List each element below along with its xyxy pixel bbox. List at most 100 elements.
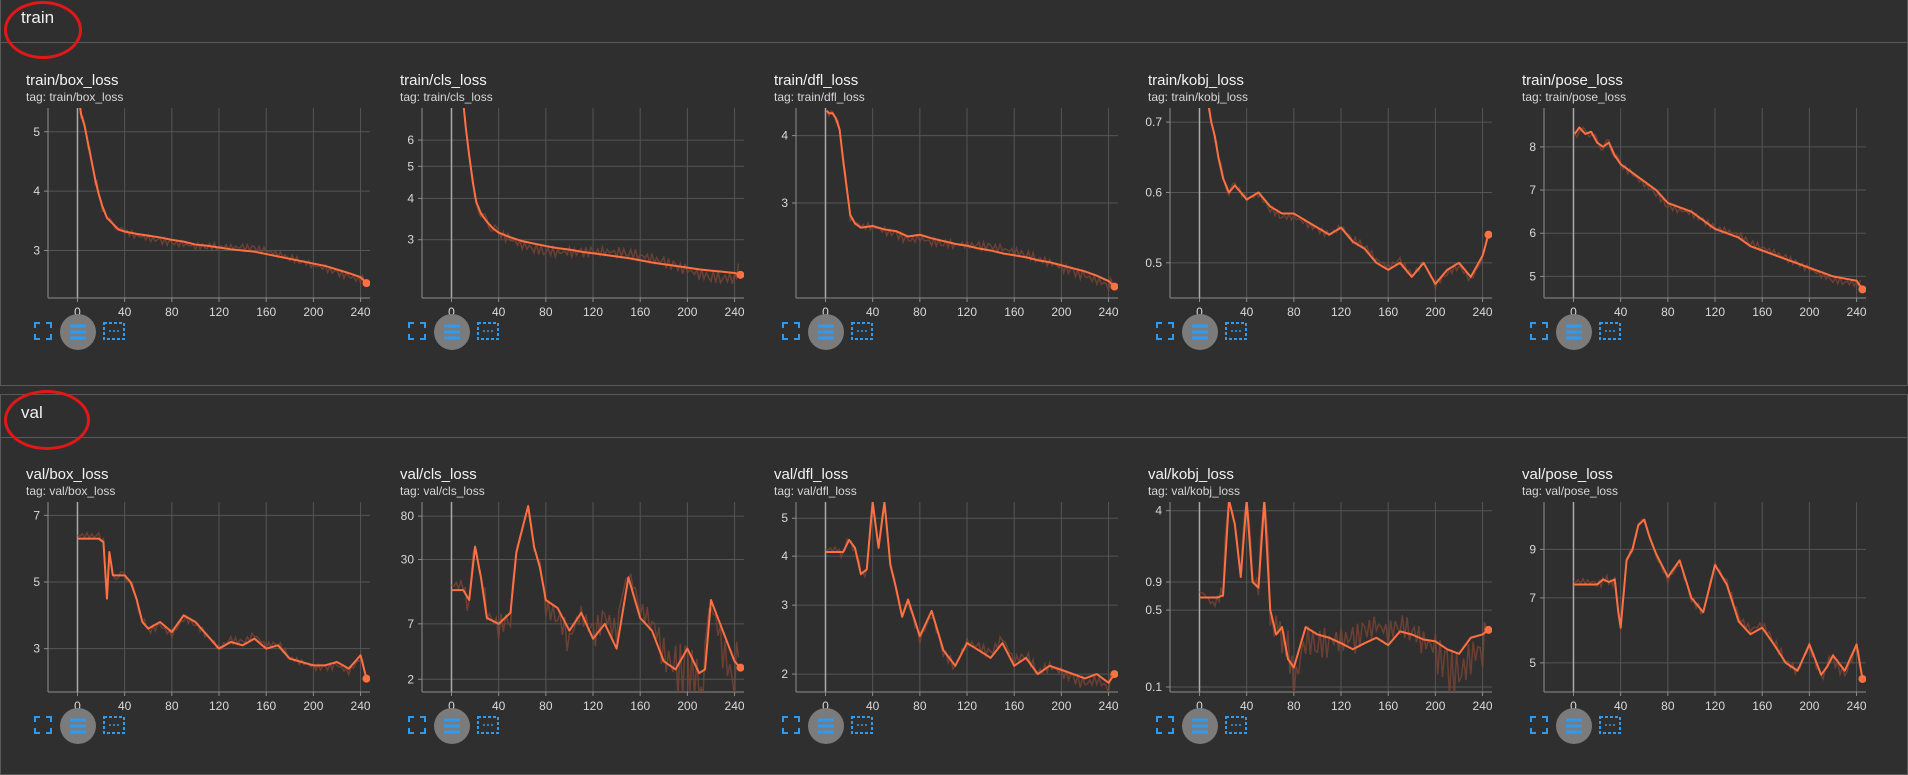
toggle-y-log-scale-icon[interactable] [1556, 708, 1592, 744]
fullscreen-icon[interactable] [1156, 716, 1174, 734]
x-tick-label: 160 [630, 699, 650, 713]
line-chart[interactable]: 0 40 80 120 160 200 240 0.7 0.6 0.5 [1122, 108, 1492, 320]
fullscreen-icon[interactable] [782, 322, 800, 340]
x-tick-label: 240 [725, 305, 744, 319]
card-tag: tag: train/kobj_loss [1148, 90, 1249, 104]
x-tick-label: 40 [492, 305, 506, 319]
fit-domain-icon[interactable] [477, 322, 499, 340]
line-chart[interactable]: 0 40 80 120 160 200 240 7 5 3 [0, 502, 370, 714]
toggle-y-log-scale-icon[interactable] [60, 314, 96, 350]
y-tick-label: 4 [33, 184, 40, 198]
scalar-card: val/dfl_loss tag: val/dfl_loss 0 40 80 120 160… [748, 444, 1118, 744]
series-smoothed-line [1573, 126, 1864, 290]
fit-domain-icon[interactable] [851, 716, 873, 734]
fullscreen-icon[interactable] [408, 716, 426, 734]
x-tick-label: 160 [1378, 699, 1398, 713]
line-chart[interactable]: 0 40 80 120 160 200 240 80 30 7 2 [374, 502, 744, 714]
x-tick-label: 240 [1473, 699, 1492, 713]
toggle-y-log-scale-icon[interactable] [434, 314, 470, 350]
series-last-point [1484, 230, 1492, 239]
x-tick-label: 80 [913, 699, 927, 713]
x-tick-label: 80 [1661, 699, 1675, 713]
x-tick-label: 200 [677, 699, 697, 713]
y-tick-label: 4 [781, 549, 788, 563]
section-header[interactable]: train [1, 0, 1907, 43]
y-tick-label: 0.6 [1145, 185, 1162, 199]
card-tag: tag: train/box_loss [26, 90, 124, 104]
x-tick-label: 120 [209, 305, 229, 319]
x-tick-label: 0 [822, 305, 829, 319]
series-raw-line [79, 108, 366, 285]
fit-domain-icon[interactable] [1225, 322, 1247, 340]
x-tick-label: 240 [1473, 305, 1492, 319]
x-tick-label: 40 [118, 305, 132, 319]
series-smoothed-line [79, 108, 368, 284]
y-tick-label: 4 [781, 129, 788, 143]
series-group [825, 109, 1116, 293]
x-tick-label: 120 [1705, 699, 1725, 713]
fit-domain-icon[interactable] [1225, 716, 1247, 734]
series-last-point [736, 270, 744, 279]
x-tick-label: 40 [1614, 699, 1628, 713]
y-tick-label: 3 [781, 196, 788, 210]
line-chart[interactable]: 0 40 80 120 160 200 240 5 4 3 [0, 108, 370, 320]
y-tick-label: 7 [33, 508, 40, 522]
fit-domain-icon[interactable] [103, 716, 125, 734]
x-tick-label: 120 [957, 305, 977, 319]
card-title: train/pose_loss [1522, 72, 1623, 89]
toggle-y-log-scale-icon[interactable] [434, 708, 470, 744]
toggle-y-log-scale-icon[interactable] [1182, 314, 1218, 350]
card-title: val/dfl_loss [774, 466, 849, 483]
line-chart[interactable]: 0 40 80 120 160 200 240 4 0.9 0.5 0.1 [1122, 502, 1492, 714]
toggle-y-log-scale-icon[interactable] [1182, 708, 1218, 744]
card-title: val/box_loss [26, 466, 109, 483]
y-tick-label: 0.9 [1145, 575, 1162, 589]
toggle-y-log-scale-icon[interactable] [808, 708, 844, 744]
fit-domain-icon[interactable] [1599, 716, 1621, 734]
series-group [825, 502, 1116, 692]
card-title: train/box_loss [26, 72, 119, 89]
y-tick-label: 5 [1529, 269, 1536, 283]
fit-domain-icon[interactable] [851, 322, 873, 340]
line-chart[interactable]: 0 40 80 120 160 200 240 8 7 6 5 [1496, 108, 1866, 320]
fullscreen-icon[interactable] [1530, 322, 1548, 340]
toggle-y-log-scale-icon[interactable] [1556, 314, 1592, 350]
x-tick-label: 240 [1847, 305, 1866, 319]
fit-domain-icon[interactable] [477, 716, 499, 734]
y-tick-label: 3 [407, 233, 414, 247]
scalar-card: train/pose_loss tag: train/pose_loss 0 40 80… [1496, 50, 1866, 350]
fit-domain-icon[interactable] [1599, 322, 1621, 340]
card-tag: tag: val/kobj_loss [1148, 484, 1241, 498]
fullscreen-icon[interactable] [782, 716, 800, 734]
section-header[interactable]: val [1, 395, 1907, 438]
fullscreen-icon[interactable] [1530, 716, 1548, 734]
line-chart[interactable]: 0 40 80 120 160 200 240 4 3 [748, 108, 1118, 320]
toggle-y-log-scale-icon[interactable] [60, 708, 96, 744]
x-tick-label: 40 [118, 699, 132, 713]
x-tick-label: 40 [492, 699, 506, 713]
fullscreen-icon[interactable] [408, 322, 426, 340]
fullscreen-icon[interactable] [1156, 322, 1174, 340]
y-tick-label: 30 [401, 552, 415, 566]
line-chart[interactable]: 0 40 80 120 160 200 240 9 7 5 [1496, 502, 1866, 714]
series-raw-line [825, 110, 1114, 293]
scalar-card: val/box_loss tag: val/box_loss 0 40 80 120 160… [0, 444, 370, 744]
line-chart[interactable]: 0 40 80 120 160 200 240 6 5 4 3 [374, 108, 744, 320]
x-tick-label: 40 [1240, 699, 1254, 713]
card-title: train/cls_loss [400, 72, 487, 89]
y-tick-label: 2 [781, 667, 788, 681]
line-chart[interactable]: 0 40 80 120 160 200 240 5 4 3 2 [748, 502, 1118, 714]
x-tick-label: 240 [1099, 699, 1118, 713]
x-tick-label: 80 [1287, 699, 1301, 713]
series-raw-line [463, 108, 740, 285]
fit-domain-icon[interactable] [103, 322, 125, 340]
series-smoothed-line [1573, 518, 1864, 680]
series-last-point [1484, 625, 1492, 634]
fullscreen-icon[interactable] [34, 322, 52, 340]
x-tick-label: 120 [1331, 305, 1351, 319]
fullscreen-icon[interactable] [34, 716, 52, 734]
x-tick-label: 0 [74, 305, 81, 319]
toggle-y-log-scale-icon[interactable] [808, 314, 844, 350]
x-tick-label: 240 [725, 699, 744, 713]
scalar-card: train/box_loss tag: train/box_loss 0 40 80 12… [0, 50, 370, 350]
